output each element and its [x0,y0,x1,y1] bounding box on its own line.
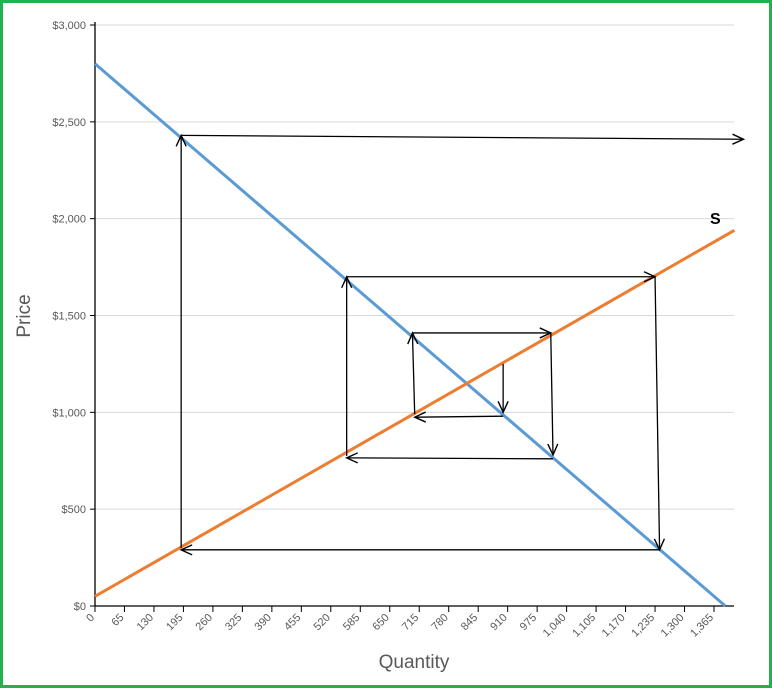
y-axis-title: Price [14,294,35,337]
y-tick-label: $0 [74,601,86,613]
cobweb-arrows [175,133,746,556]
y-tick-label: $1,000 [52,407,86,419]
y-tick-label: $1,500 [52,311,86,323]
x-tick-label: 1,105 [570,612,598,640]
x-tick-label: 585 [341,612,362,633]
cobweb-arrow [653,276,666,552]
x-tick-label: 520 [311,612,332,633]
x-tick-label: 0 [84,612,97,625]
cobweb-arrow [547,332,559,457]
x-tick-label: 260 [194,612,215,633]
cobweb-arrow [181,133,746,145]
x-tick-label: 780 [429,612,450,633]
x-tick-label: 650 [370,612,391,633]
demand-line [94,62,727,608]
x-axis-title: Quantity [379,652,450,673]
axes [90,22,734,612]
y-tick-label: $3,000 [52,20,86,32]
x-tick-label: 455 [282,612,303,633]
x-tick-label: 1,235 [629,612,657,640]
x-tick-label: 65 [109,612,126,629]
x-tick-label: 325 [223,612,244,633]
x-tick-label: 910 [488,612,509,633]
gridlines [95,24,734,510]
series-lines [94,62,736,608]
x-tick-label: 975 [518,612,539,633]
y-tick-label: $2,000 [52,214,86,226]
x-tick-label: 130 [135,612,156,633]
x-tick-label: 1,365 [688,612,716,640]
series-label-s: S [710,211,721,228]
x-tick-label: 715 [400,612,421,633]
x-tick-label: 1,170 [600,612,628,640]
labels: $0 $500 $1,000 $1,500 $2,000 $2,500 $3,000 0 65 1… [14,20,721,673]
x-tick-label: 195 [164,612,185,633]
cobweb-arrow [413,411,504,423]
x-tick-label: 1,300 [659,612,687,640]
cobweb-arrow [344,452,554,464]
x-tick-label: 1,040 [541,612,569,640]
y-tick-label: $2,500 [52,117,86,129]
x-tick-label: 390 [253,612,274,633]
cobweb-arrow [407,331,419,415]
x-tick-label: 845 [459,612,480,633]
y-tick-label: $500 [62,504,86,516]
